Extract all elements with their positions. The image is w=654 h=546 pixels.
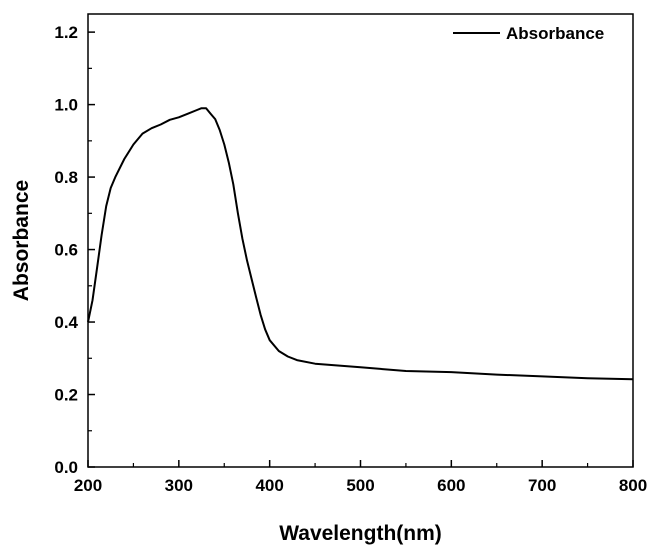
x-tick-label: 800 — [619, 476, 647, 495]
y-tick-label: 1.0 — [54, 96, 78, 115]
y-axis-title: Absorbance — [10, 180, 33, 301]
y-tick-label: 1.2 — [54, 23, 78, 42]
x-axis-title: Wavelength(nm) — [279, 522, 442, 545]
series-line-absorbance — [87, 107, 634, 381]
ticks-layer: 200 300 400 500 600 700 800 0.0 0.2 0.4 0.6 0.8 1.0 1… — [54, 23, 647, 495]
legend-label: Absorbance — [506, 24, 604, 43]
plot-frame — [87, 13, 634, 468]
y-tick-label: 0.2 — [54, 386, 78, 405]
y-tick-label: 0.0 — [54, 458, 78, 477]
y-tick-label: 0.8 — [54, 168, 78, 187]
x-tick-label: 400 — [255, 476, 283, 495]
x-tick-label: 300 — [165, 476, 193, 495]
x-tick-label: 500 — [346, 476, 374, 495]
y-tick-label: 0.4 — [54, 313, 78, 332]
x-tick-label: 600 — [437, 476, 465, 495]
x-tick-label: 700 — [528, 476, 556, 495]
legend: Absorbance — [453, 24, 604, 43]
x-tick-label: 200 — [74, 476, 102, 495]
series-layer — [87, 107, 634, 381]
y-tick-label: 0.6 — [54, 241, 78, 260]
